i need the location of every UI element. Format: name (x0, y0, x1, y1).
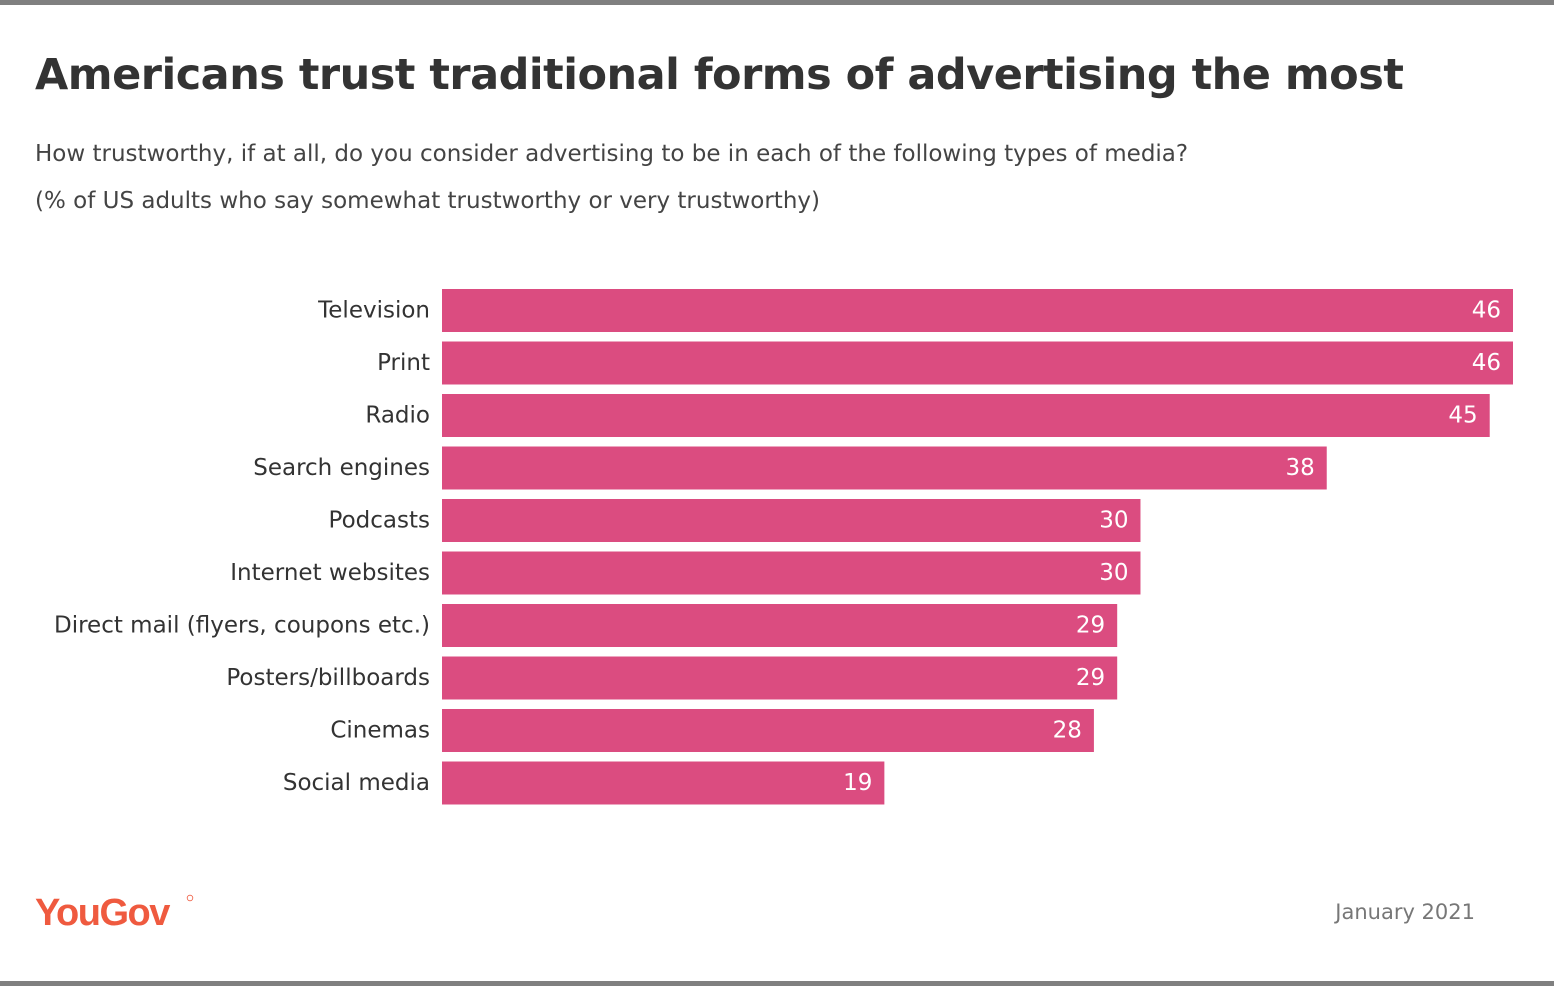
category-label: Radio (365, 403, 430, 429)
bar (442, 499, 1141, 542)
value-label: 46 (1472, 298, 1501, 324)
bar (442, 604, 1118, 647)
value-label: 46 (1472, 350, 1501, 376)
value-label: 19 (843, 770, 872, 796)
category-label: Direct mail (flyers, coupons etc.) (54, 613, 430, 639)
category-label: Search engines (253, 455, 430, 481)
bar (442, 446, 1327, 490)
top-rule (0, 0, 1554, 5)
category-label: Social media (283, 770, 430, 796)
chart-question: How trustworthy, if at all, do you consi… (35, 141, 1189, 167)
bar-chart: Television 46 Print 46 Radio 45 Search engines… (54, 289, 1513, 805)
bar (442, 551, 1141, 595)
category-label: Internet websites (230, 560, 430, 586)
value-label: 45 (1448, 403, 1477, 429)
chart-note: (% of US adults who say somewhat trustwo… (35, 188, 820, 214)
bar (442, 341, 1513, 385)
chart-title: Americans trust traditional forms of adv… (35, 50, 1404, 100)
value-label: 30 (1099, 560, 1128, 586)
value-label: 30 (1099, 508, 1128, 534)
value-label: 29 (1076, 665, 1105, 691)
brand-wordmark: YouGov (35, 892, 170, 934)
bar (442, 761, 885, 805)
category-label: Podcasts (329, 508, 430, 534)
value-label: 29 (1076, 613, 1105, 639)
bar (442, 709, 1094, 752)
value-label: 28 (1053, 718, 1082, 744)
yougov-logo: YouGov (35, 892, 194, 934)
bar (442, 394, 1490, 437)
registered-mark-icon (186, 894, 194, 902)
bar (442, 656, 1118, 700)
publication-date: January 2021 (1335, 900, 1475, 924)
bar (442, 289, 1513, 332)
value-label: 38 (1285, 455, 1314, 481)
bottom-rule (0, 981, 1554, 986)
category-label: Cinemas (330, 718, 430, 744)
category-label: Posters/billboards (226, 665, 430, 691)
category-label: Television (317, 298, 430, 324)
category-label: Print (377, 350, 430, 376)
